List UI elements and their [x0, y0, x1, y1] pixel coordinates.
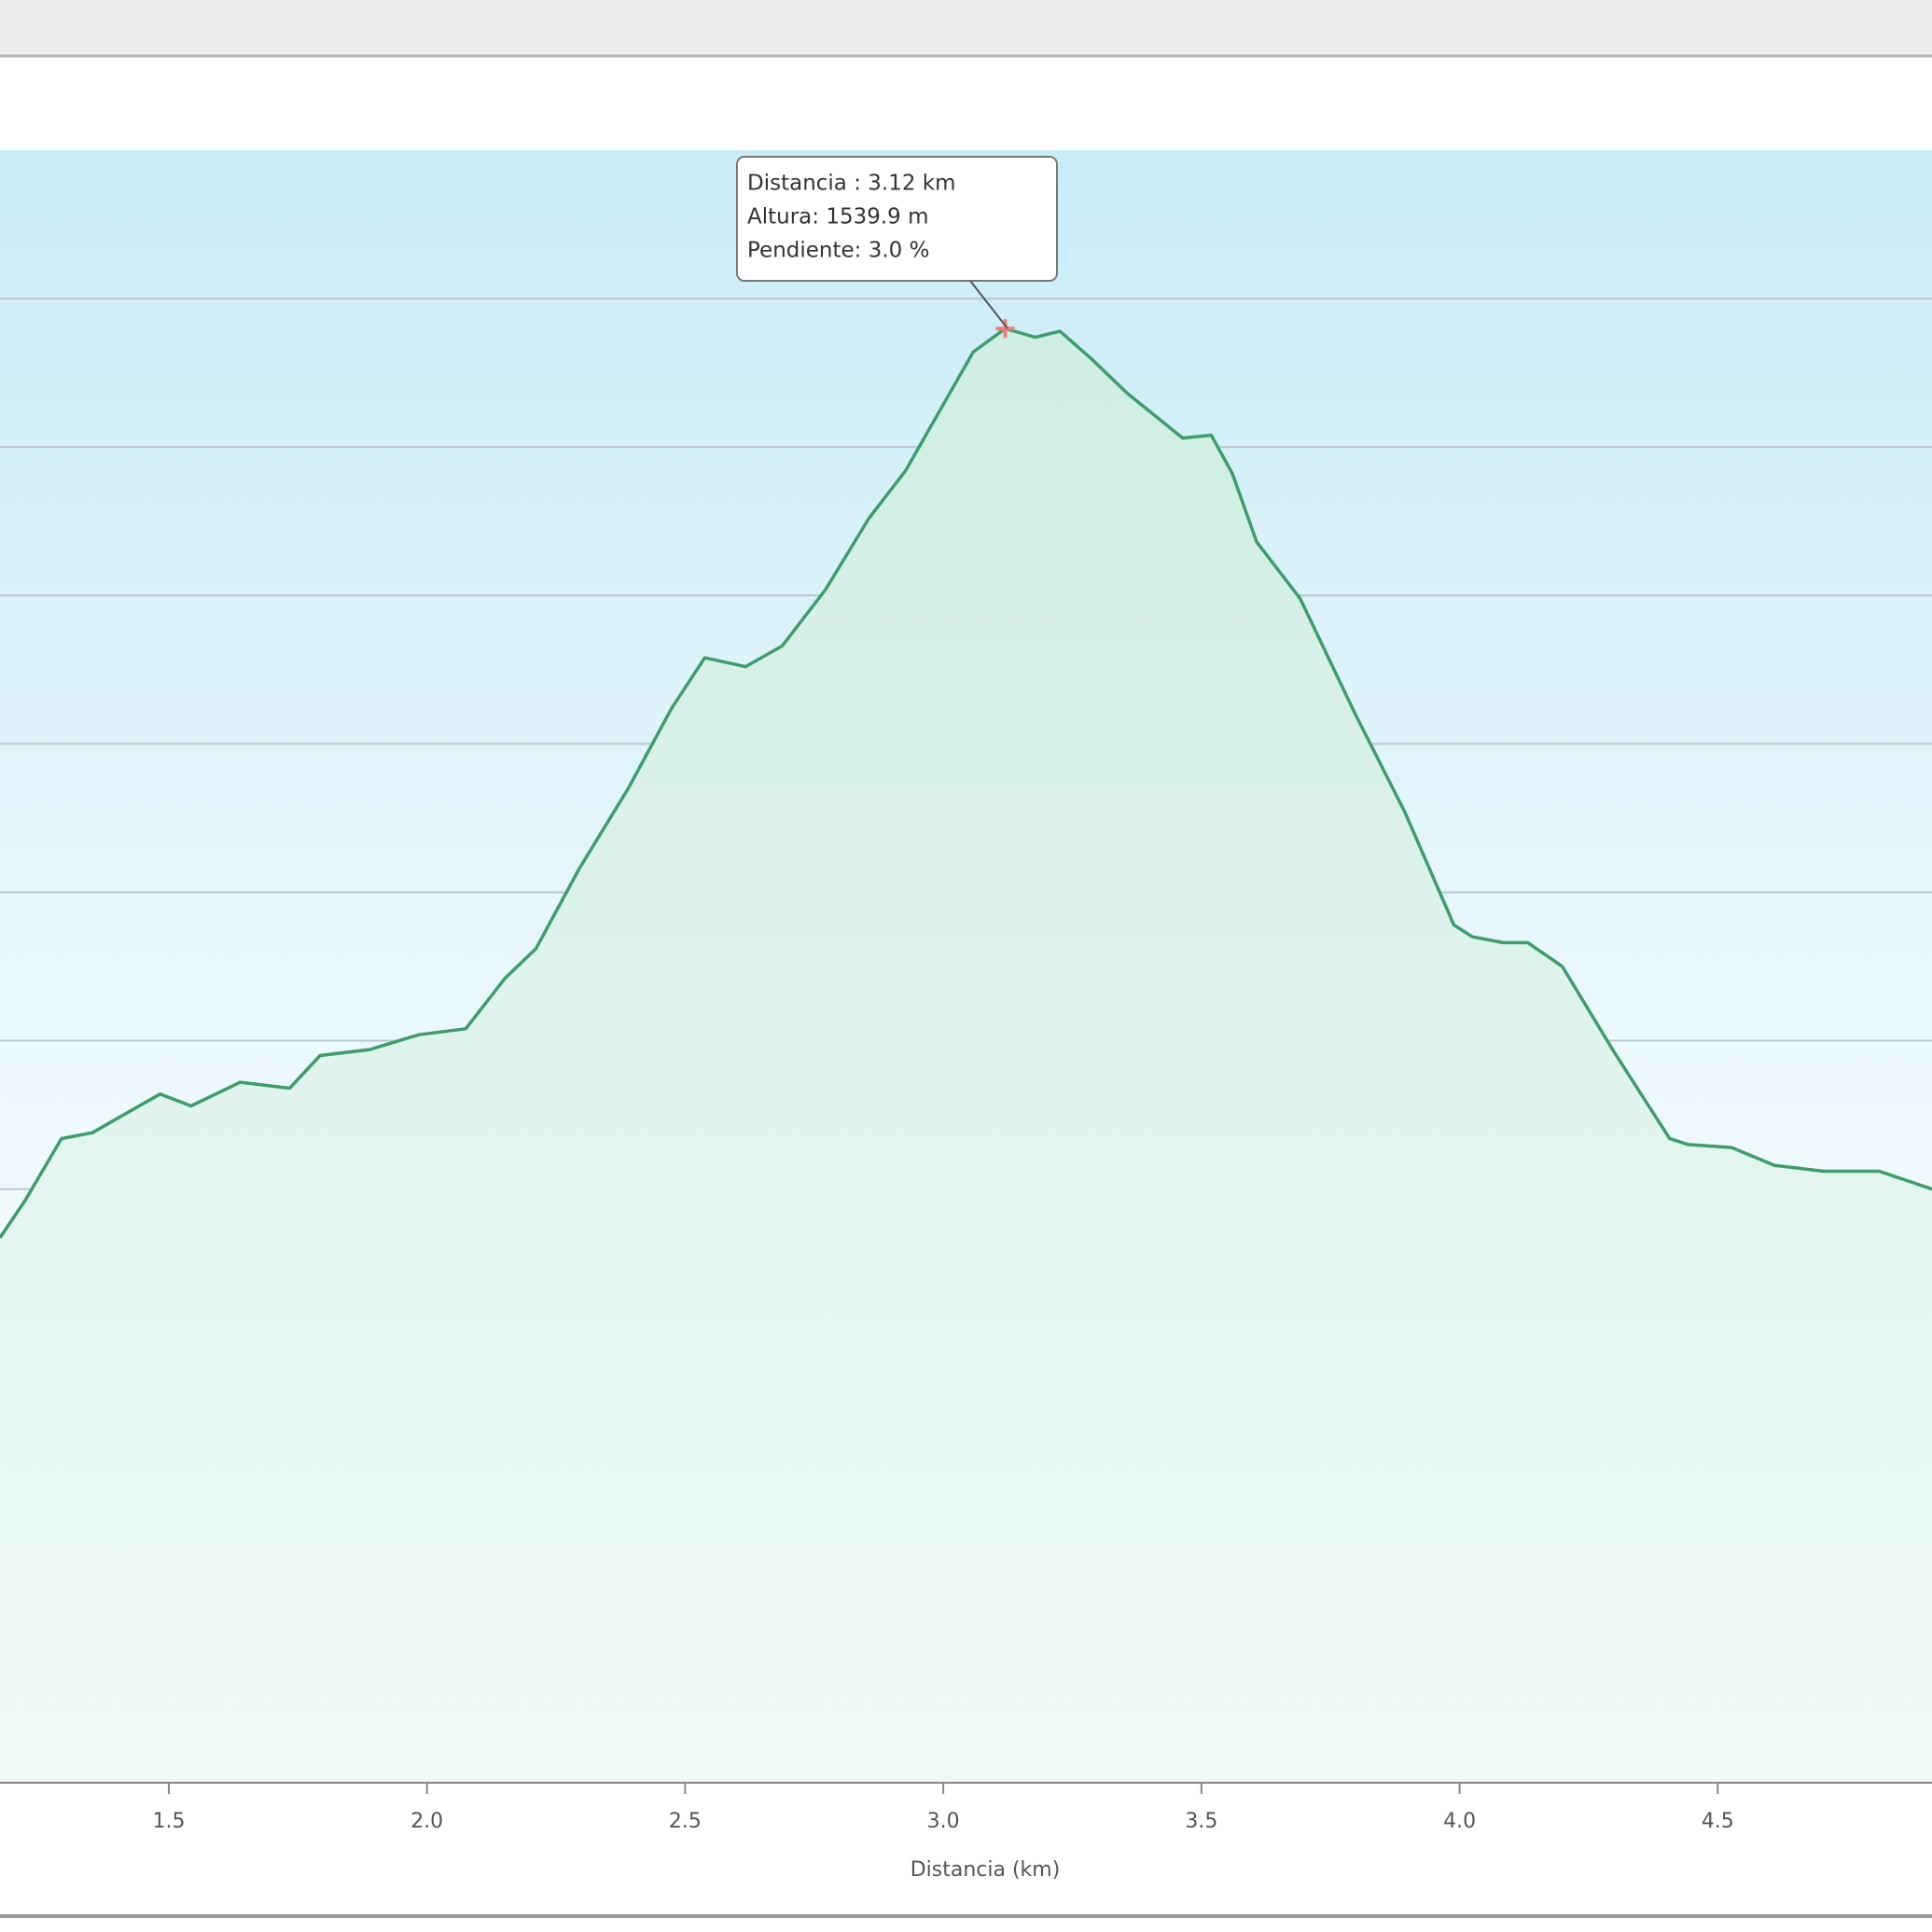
line — [0, 327, 1932, 1239]
tooltip-line: Altura: 1539.9 m — [747, 205, 929, 229]
top-bar — [0, 0, 1932, 56]
x-tick-label: 4.0 — [1443, 1810, 1476, 1833]
tooltip-line: Distancia : 3.12 km — [747, 172, 956, 196]
x-tick-label: 2.0 — [410, 1810, 443, 1833]
x-tick-label: 2.5 — [669, 1810, 702, 1833]
tooltip-box — [736, 156, 1058, 282]
x-tick-label: 4.5 — [1702, 1810, 1734, 1833]
x-axis-title: Distancia (km) — [910, 1858, 1061, 1882]
x-tick-label: 3.5 — [1185, 1810, 1217, 1833]
highlight-marker — [995, 319, 1015, 339]
tooltip: Distancia : 3.12 km Altura: 1539.9 m Pen… — [736, 156, 1058, 329]
tooltip-pointer — [969, 280, 1008, 329]
area — [0, 328, 1932, 1784]
tooltip-line: Pendiente: 3.0 % — [747, 239, 929, 263]
x-tick-label: 3.0 — [927, 1810, 960, 1833]
x-tick-label: 1.5 — [152, 1810, 185, 1833]
